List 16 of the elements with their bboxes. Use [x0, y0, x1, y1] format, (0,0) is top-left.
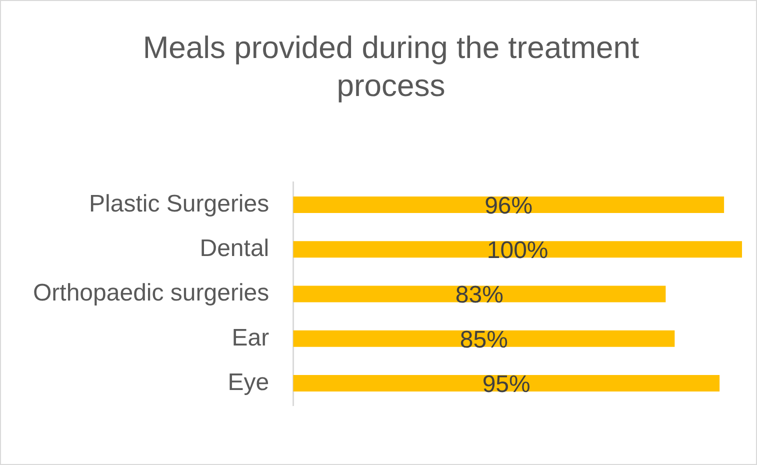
bar	[293, 375, 720, 392]
bar	[293, 241, 742, 258]
bar	[293, 330, 675, 347]
data-label: 95%	[482, 370, 530, 398]
data-label: 85%	[460, 326, 508, 354]
data-label: 100%	[486, 236, 548, 264]
y-tick-label: Plastic Surgeries	[89, 190, 270, 218]
data-label: 83%	[455, 282, 504, 309]
y-tick-label: Orthopaedic surgeries	[32, 280, 270, 307]
y-tick-label: Ear	[232, 324, 270, 352]
y-tick-label: Eye	[228, 368, 270, 396]
chart-title: Meals provided during the treatment process	[142, 29, 640, 105]
bar	[293, 196, 724, 213]
y-tick-label: Dental	[200, 234, 270, 262]
data-label: 96%	[484, 192, 533, 220]
bar	[293, 286, 666, 302]
